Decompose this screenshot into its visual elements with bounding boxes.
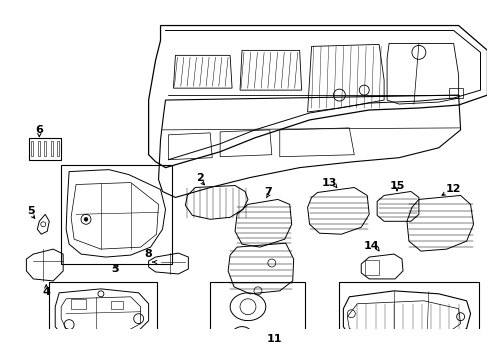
Text: 4: 4 [42, 287, 50, 297]
Bar [365, 260, 378, 275]
Text: 15: 15 [388, 180, 404, 190]
Bar [29, 138, 61, 160]
Text: 3: 3 [111, 264, 119, 274]
Text: 2: 2 [196, 172, 203, 183]
Text: 13: 13 [321, 177, 336, 188]
Text: 6: 6 [35, 125, 43, 135]
Bar [61, 165, 172, 264]
Bar [71, 299, 86, 309]
Bar [57, 141, 59, 156]
Text: 5: 5 [27, 206, 35, 216]
Text: 8: 8 [144, 249, 152, 259]
Bar [210, 282, 304, 360]
Bar [51, 141, 53, 156]
Bar [49, 282, 156, 360]
Bar [44, 141, 46, 156]
Bar [339, 282, 478, 360]
Bar [31, 141, 33, 156]
Text: 14: 14 [363, 241, 378, 251]
Text: 11: 11 [266, 334, 282, 343]
Text: 12: 12 [445, 184, 461, 194]
Bar [111, 301, 122, 309]
Text: 7: 7 [264, 188, 271, 198]
Bar [448, 88, 462, 98]
Circle shape [84, 217, 88, 221]
Bar [38, 141, 40, 156]
